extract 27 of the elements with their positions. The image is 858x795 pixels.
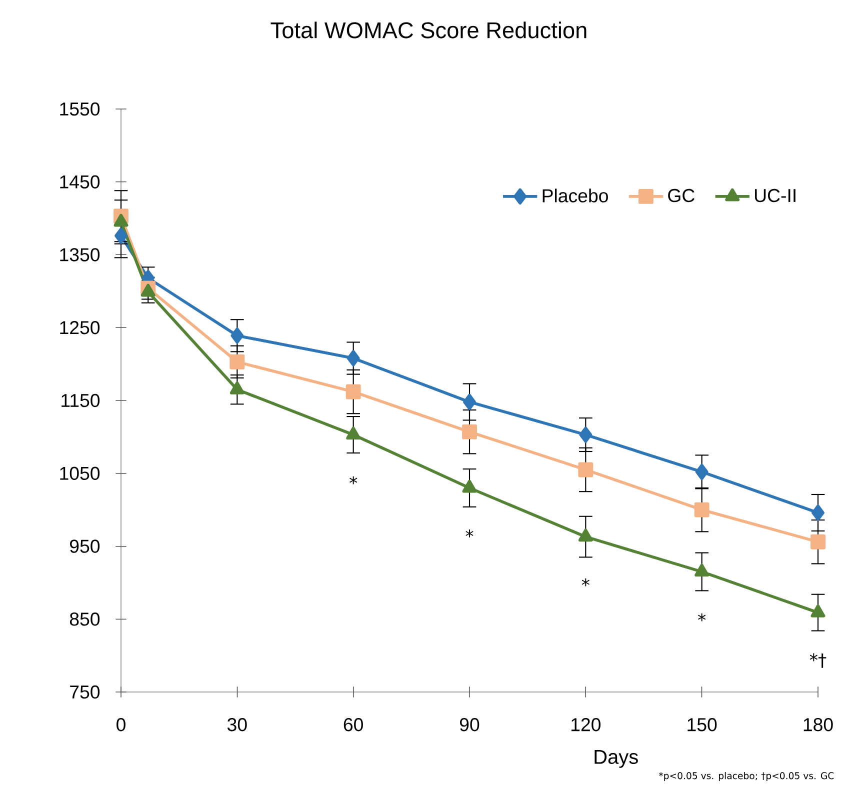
chart-title: Total WOMAC Score Reduction [270, 22, 586, 38]
y-tick-label: 1350 [60, 248, 100, 262]
y-tick-label: 1450 [60, 175, 100, 188]
y-tick-label: 1050 [60, 466, 100, 480]
x-tick-label: 90 [460, 718, 480, 732]
x-tick-label: 60 [344, 718, 363, 732]
legend-label: Placebo [542, 188, 608, 202]
text: *p<0.05 vs. placebo; †p<0.05 vs. GC [658, 772, 834, 782]
legend-label: GC [668, 188, 694, 202]
y-tick-label: 750 [70, 685, 100, 699]
x-tick-label: 30 [227, 718, 247, 732]
x-tick-label: 0 [116, 718, 126, 732]
annotation: * [698, 613, 706, 622]
annotation: *† [810, 653, 826, 668]
x-axis-title: Days [594, 750, 638, 768]
y-tick-label: 950 [70, 540, 100, 553]
legend-label: UC-II [755, 188, 796, 202]
annotation: * [582, 578, 590, 586]
x-tick-label: 180 [804, 718, 833, 732]
x-tick-label: 150 [688, 718, 717, 732]
x-tick-label: 120 [572, 718, 601, 732]
y-tick-label: 1150 [62, 394, 100, 408]
annotation: * [466, 530, 474, 538]
y-tick-label: 850 [70, 612, 100, 626]
annotation: * [350, 476, 358, 484]
y-tick-label: 1550 [60, 102, 100, 116]
y-tick-label: 1250 [60, 320, 100, 334]
